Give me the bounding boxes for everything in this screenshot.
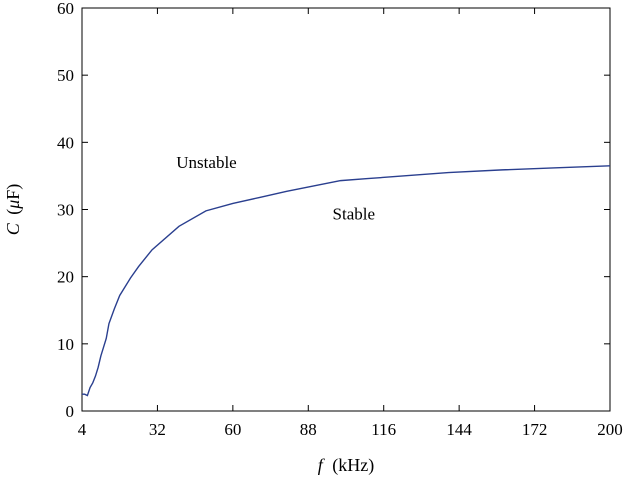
- y-tick-label: 60: [57, 0, 74, 18]
- x-tick-label: 200: [597, 420, 623, 439]
- y-axis-label-greek: μ: [3, 200, 23, 210]
- x-axis: 4 32 60 88 116 144 172 200: [78, 8, 623, 439]
- x-axis-label: f (kHz): [318, 455, 375, 476]
- x-axis-label-var: f: [318, 455, 326, 475]
- series-line: [82, 165, 611, 397]
- y-tick-label: 20: [57, 268, 74, 287]
- annotations: Unstable Stable: [176, 153, 375, 224]
- x-tick-label: 116: [371, 420, 396, 439]
- y-tick-label: 50: [57, 66, 74, 85]
- annotation-unstable: Unstable: [176, 153, 236, 172]
- x-axis-label-unit: (kHz): [332, 455, 374, 476]
- y-tick-label: 0: [66, 402, 75, 421]
- y-tick-label: 40: [57, 133, 74, 152]
- y-tick-label: 30: [57, 201, 74, 220]
- x-tick-label: 32: [149, 420, 166, 439]
- y-axis-label-var: C: [3, 222, 23, 235]
- annotation-stable: Stable: [333, 205, 376, 224]
- x-tick-label: 144: [446, 420, 472, 439]
- x-tick-label: 4: [78, 420, 87, 439]
- y-axis: 0 10 20 30 40 50 60: [57, 0, 610, 421]
- x-tick-label: 60: [224, 420, 241, 439]
- x-tick-label: 88: [300, 420, 317, 439]
- y-axis-label-rest: F): [3, 184, 24, 200]
- x-tick-label: 172: [522, 420, 548, 439]
- y-tick-label: 10: [57, 335, 74, 354]
- y-axis-label: C (μF): [3, 184, 24, 236]
- y-axis-label-open: (: [3, 209, 24, 215]
